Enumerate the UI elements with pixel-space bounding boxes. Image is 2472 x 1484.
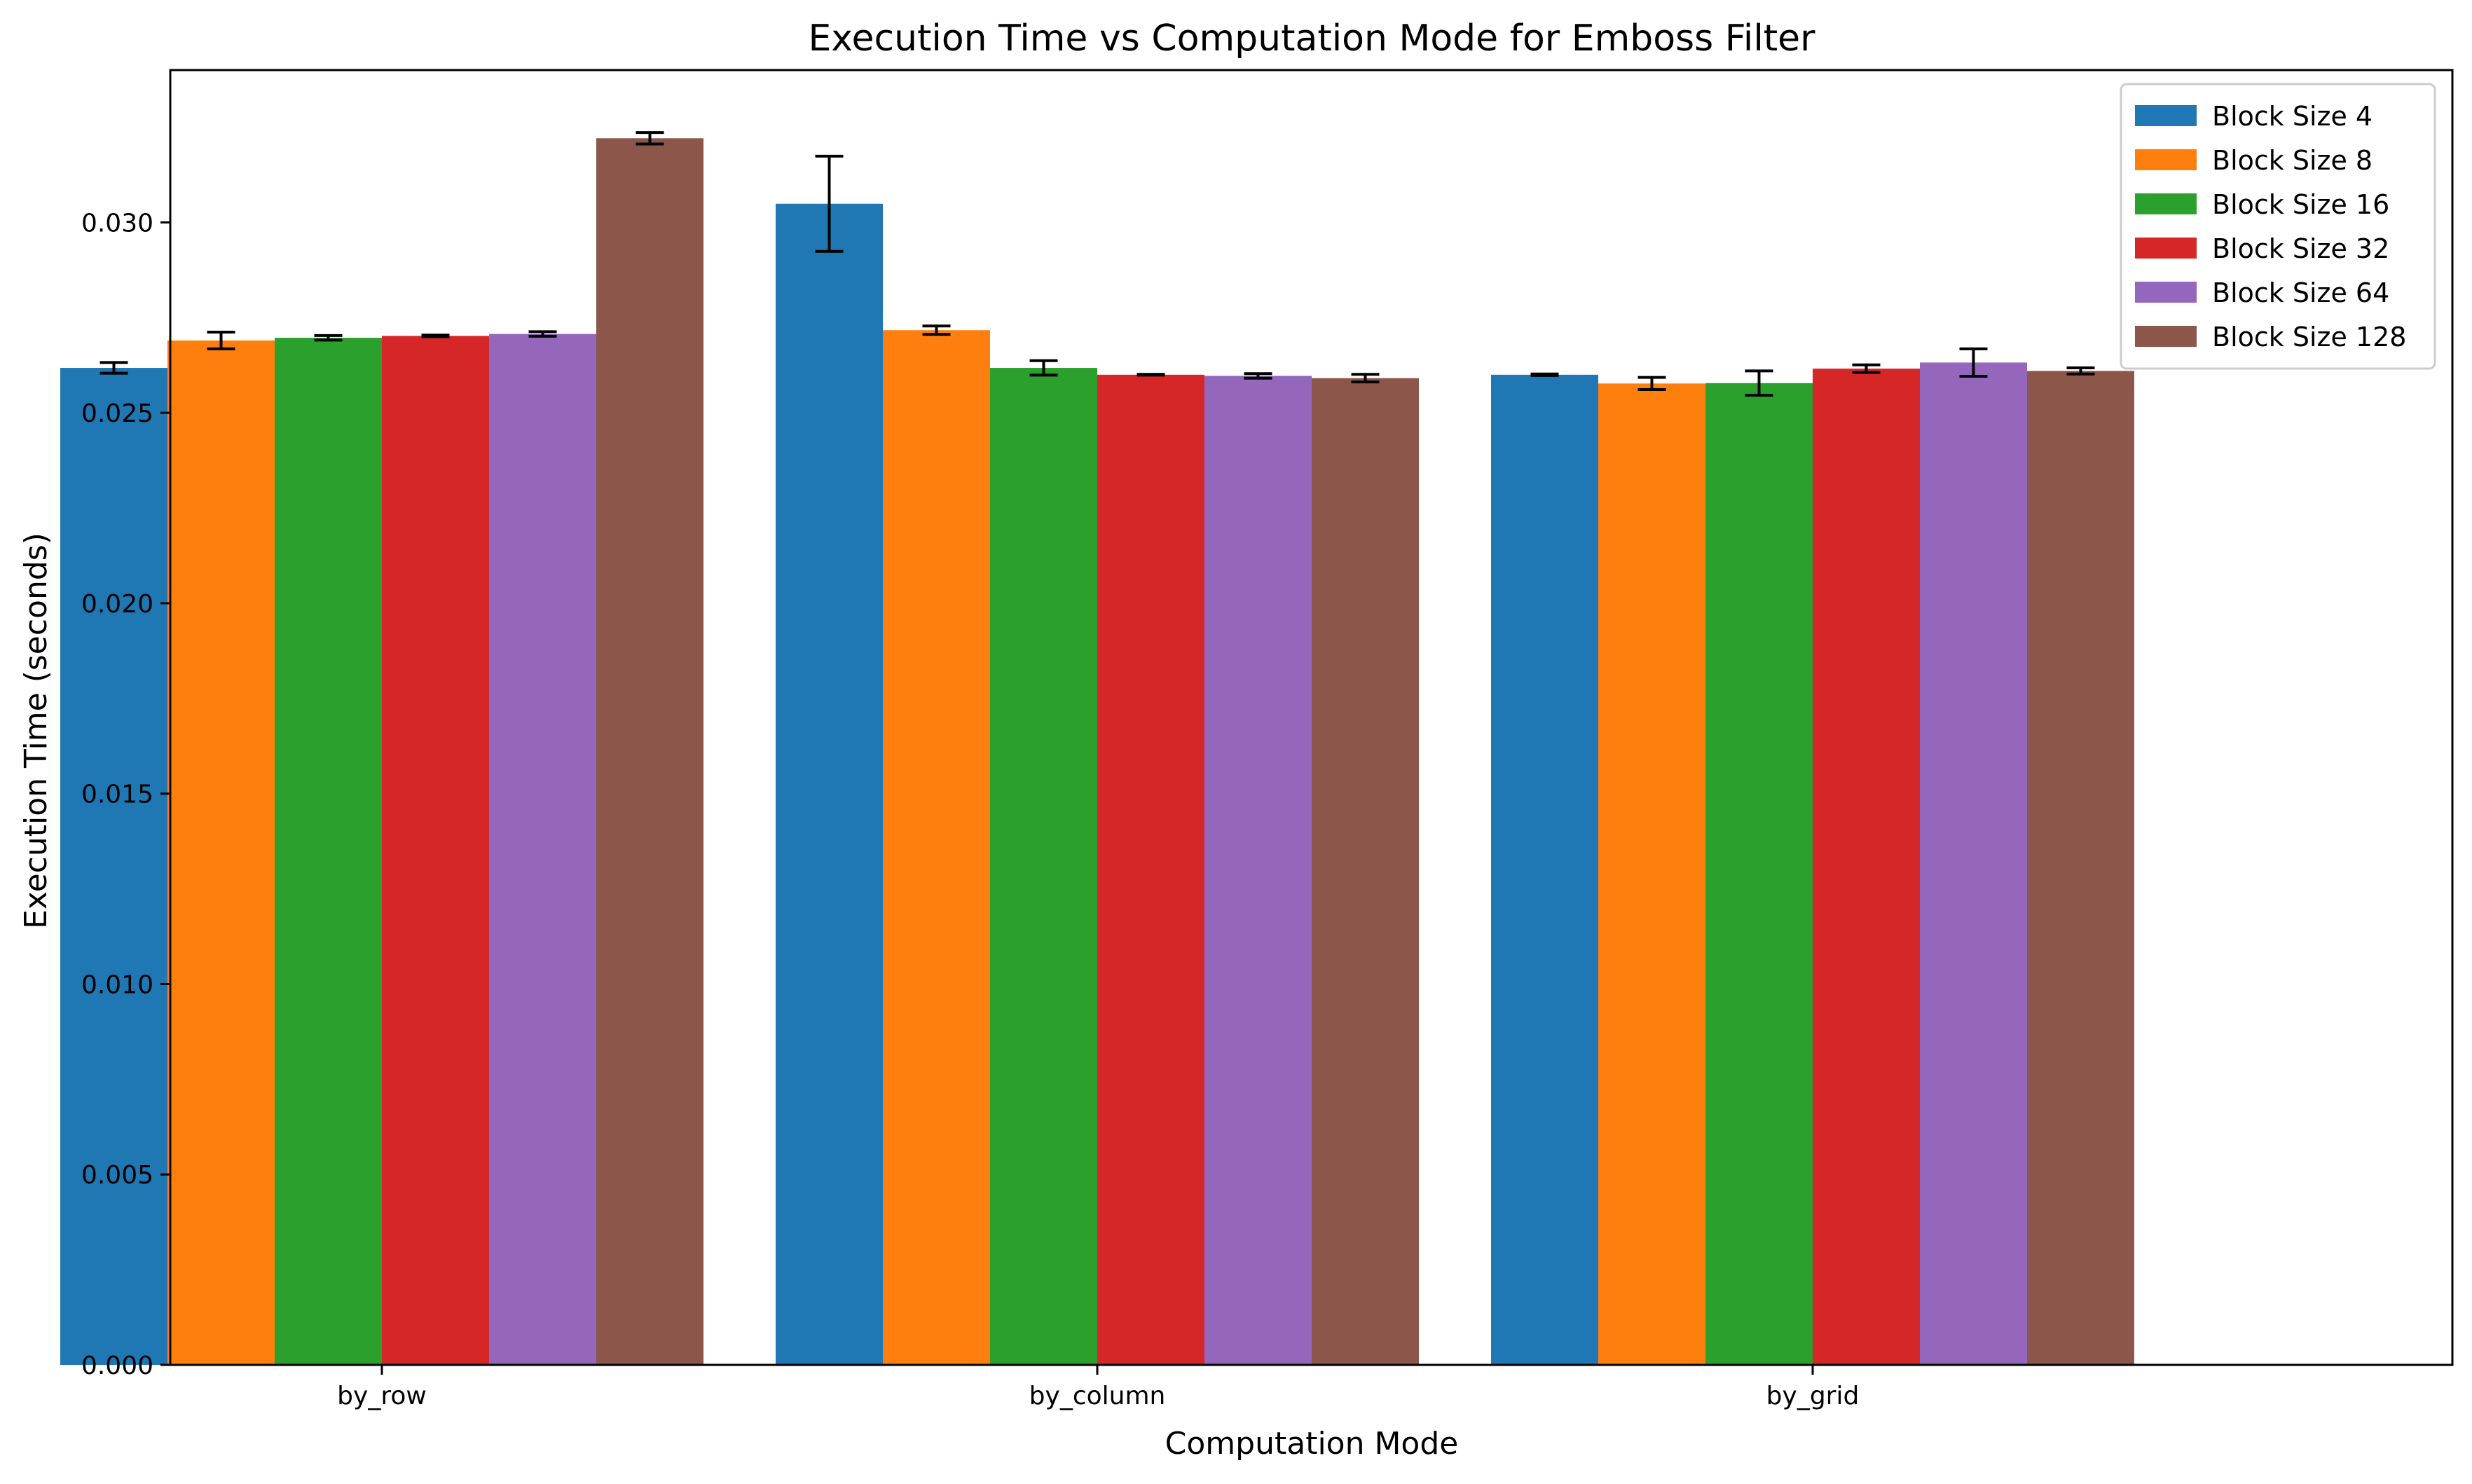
chart-title: Execution Time vs Computation Mode for E… [808,18,1815,60]
bar [596,138,703,1366]
x-tick-label: by_grid [1766,1382,1860,1410]
bar [883,330,990,1365]
bar [1491,374,1598,1366]
bar [275,338,382,1365]
y-tick-label: 0.015 [81,781,153,809]
legend-label: Block Size 16 [2212,189,2389,220]
bar [1813,369,1920,1365]
bar [1204,376,1312,1365]
bar [2027,371,2134,1366]
plot-frame [169,69,2454,1366]
y-tick-label: 0.000 [81,1352,153,1380]
legend-label: Block Size 4 [2212,101,2373,132]
legend-label: Block Size 64 [2212,277,2389,308]
x-tick-label: by_row [337,1382,427,1410]
y-tick-label: 0.025 [81,399,153,428]
y-axis: 0.000 0.005 0.010 0.015 0.020 0.025 0.030 [81,209,170,1380]
x-axis-label: Computation Mode [1165,1426,1459,1462]
y-tick-label: 0.030 [81,209,153,238]
error-bars-group [99,131,2095,397]
legend-swatch [2135,105,2197,126]
y-tick-label: 0.020 [81,590,153,619]
legend-label: Block Size 128 [2212,322,2406,352]
bar [1598,383,1705,1365]
y-tick-label: 0.005 [81,1161,153,1190]
y-tick-label: 0.010 [81,970,153,999]
legend-swatch [2135,149,2197,170]
y-axis-label: Execution Time (seconds) [18,533,54,929]
bar [1312,378,1419,1365]
legend-box [2120,83,2436,370]
plot-area [169,69,2454,1366]
legend-label: Block Size 8 [2212,145,2373,176]
bar [382,336,489,1365]
bars-group [60,138,2134,1366]
legend-swatch [2135,238,2197,259]
x-tick-label: by_column [1029,1382,1166,1410]
x-axis: by_row by_column by_grid [337,1365,1859,1410]
bar [1920,362,2027,1365]
bar [167,340,275,1365]
legend-swatch [2135,193,2197,214]
bar [489,334,596,1365]
legend: Block Size 4 Block Size 8 Block Size 16 Blo… [2120,83,2436,370]
bar [776,203,883,1365]
legend-swatch [2135,326,2197,347]
bar [1705,383,1813,1365]
bar [1097,374,1204,1366]
legend-label: Block Size 32 [2212,233,2389,264]
legend-swatch [2135,282,2197,303]
bar [990,368,1097,1365]
bar [60,368,167,1365]
